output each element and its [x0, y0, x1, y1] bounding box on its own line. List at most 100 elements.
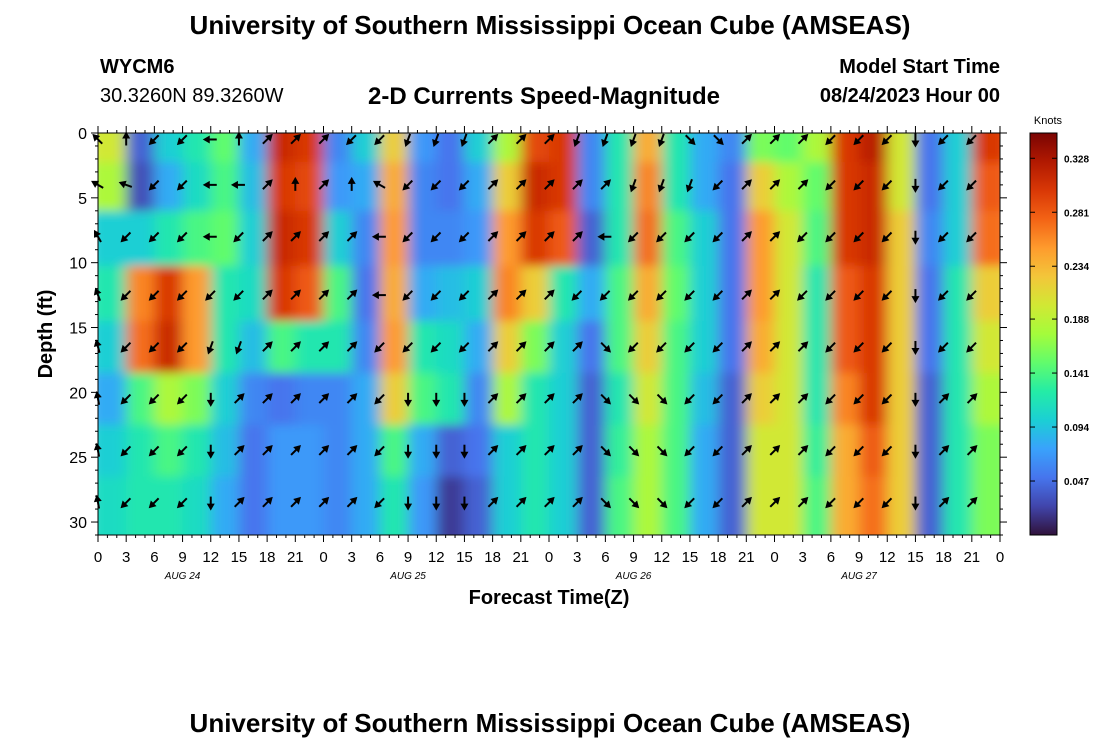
x-tick-label: 0	[770, 549, 778, 566]
current-vector-arrow	[966, 342, 977, 353]
heatmap-cell	[210, 476, 240, 535]
heatmap-cell	[661, 265, 691, 323]
heatmap-cell	[98, 424, 128, 478]
current-vector-arrow	[911, 178, 920, 193]
current-vector-arrow	[937, 342, 949, 353]
current-vector-arrow	[404, 444, 413, 459]
heatmap-cell	[408, 476, 438, 535]
heatmap-cell	[379, 476, 410, 535]
heatmap-cell	[689, 265, 720, 323]
current-vector-arrow	[176, 342, 188, 353]
y-tick-label: 20	[69, 385, 87, 402]
x-tick-label: 21	[963, 549, 980, 566]
current-vector-arrow	[515, 231, 527, 242]
current-vector-arrow	[318, 341, 330, 352]
heatmap-cell	[408, 372, 438, 426]
current-vector-arrow	[487, 341, 499, 352]
heatmap-cell	[549, 265, 579, 323]
heatmap-cell	[492, 265, 522, 323]
heatmap-cell	[295, 321, 325, 374]
current-vector-arrow	[346, 341, 358, 352]
current-vector-arrow	[627, 290, 639, 301]
heatmap-cell	[774, 265, 804, 323]
current-vector-arrow	[769, 341, 781, 352]
heatmap-cell	[182, 424, 212, 478]
current-vector-arrow	[629, 178, 637, 193]
heatmap-cell	[154, 476, 184, 535]
current-vector-arrow	[120, 393, 132, 405]
heatmap-cell	[464, 265, 494, 323]
current-vector-arrow	[122, 131, 131, 146]
heatmap-cell	[267, 162, 297, 212]
current-vector-arrow	[432, 496, 441, 511]
current-vector-arrow	[515, 179, 527, 190]
current-vector-arrow	[853, 497, 865, 509]
current-vector-arrow	[374, 497, 385, 509]
heatmap-cell	[774, 372, 804, 426]
current-vector-arrow	[206, 392, 215, 407]
heatmap-cell	[351, 162, 381, 212]
heatmap-cell	[238, 133, 269, 164]
current-vector-arrow	[966, 290, 977, 301]
current-vector-arrow	[911, 340, 920, 355]
heatmap-cell	[238, 210, 269, 267]
x-tick-label: 15	[231, 549, 248, 566]
x-tick-label: 12	[653, 549, 670, 566]
current-vector-arrow	[432, 444, 441, 459]
heatmap-cell	[887, 265, 917, 323]
current-vector-arrow	[120, 342, 132, 353]
heatmap-cell	[182, 372, 212, 426]
current-vector-arrow	[797, 445, 809, 456]
current-vector-arrow	[318, 393, 330, 404]
current-vector-arrow	[346, 134, 357, 146]
current-vector-arrow	[148, 134, 160, 146]
current-vector-arrow	[881, 342, 893, 353]
x-tick-label: 3	[122, 549, 130, 566]
current-vector-arrow	[797, 179, 809, 190]
heatmap-cell	[238, 265, 269, 323]
current-vector-arrow	[458, 290, 470, 301]
x-tick-label: 18	[484, 549, 501, 566]
current-vector-arrow	[966, 445, 978, 456]
current-vector-arrow	[120, 231, 132, 243]
current-vector-arrow	[544, 133, 555, 145]
current-vector-arrow	[176, 290, 188, 301]
current-vector-arrow	[825, 290, 836, 301]
current-vector-arrow	[318, 445, 330, 456]
current-vector-arrow	[318, 496, 330, 508]
current-vector-arrow	[911, 133, 920, 148]
heatmap-cell	[520, 321, 550, 374]
current-vector-arrow	[572, 231, 583, 242]
heatmap-cell	[267, 265, 297, 323]
current-vector-arrow	[712, 445, 724, 457]
x-tick-label: 15	[682, 549, 699, 566]
heatmap-cell	[718, 424, 748, 478]
heatmap-cell	[746, 321, 776, 374]
current-vector-arrow	[853, 179, 865, 191]
current-vector-arrow	[656, 342, 667, 353]
heatmap-cell	[943, 265, 973, 323]
heatmap-cell	[718, 476, 748, 535]
heatmap-cell	[238, 372, 269, 426]
x-tick-label: 9	[178, 549, 186, 566]
current-vector-arrow	[741, 133, 752, 145]
current-vector-arrow	[432, 392, 441, 407]
chart-subtitle: 2-D Currents Speed-Magnitude	[368, 83, 721, 110]
current-vector-arrow	[741, 289, 752, 301]
heatmap-cell	[492, 476, 522, 535]
y-tick-label: 30	[69, 515, 87, 532]
current-vector-arrow	[712, 290, 724, 301]
heatmap-cell	[126, 133, 156, 164]
x-tick-label: 0	[319, 549, 327, 566]
current-vector-arrow	[769, 393, 781, 404]
heatmap-cell	[295, 133, 325, 164]
heatmap-cell	[577, 265, 607, 323]
current-vector-arrow	[825, 134, 836, 146]
heatmap-cell	[718, 321, 748, 374]
y-tick-label: 5	[78, 191, 87, 208]
heatmap-cell	[98, 162, 128, 212]
current-vector-arrow	[544, 341, 555, 352]
heatmap-cell	[943, 476, 973, 535]
current-vector-arrow	[460, 496, 469, 511]
heatmap-cell	[661, 476, 691, 535]
